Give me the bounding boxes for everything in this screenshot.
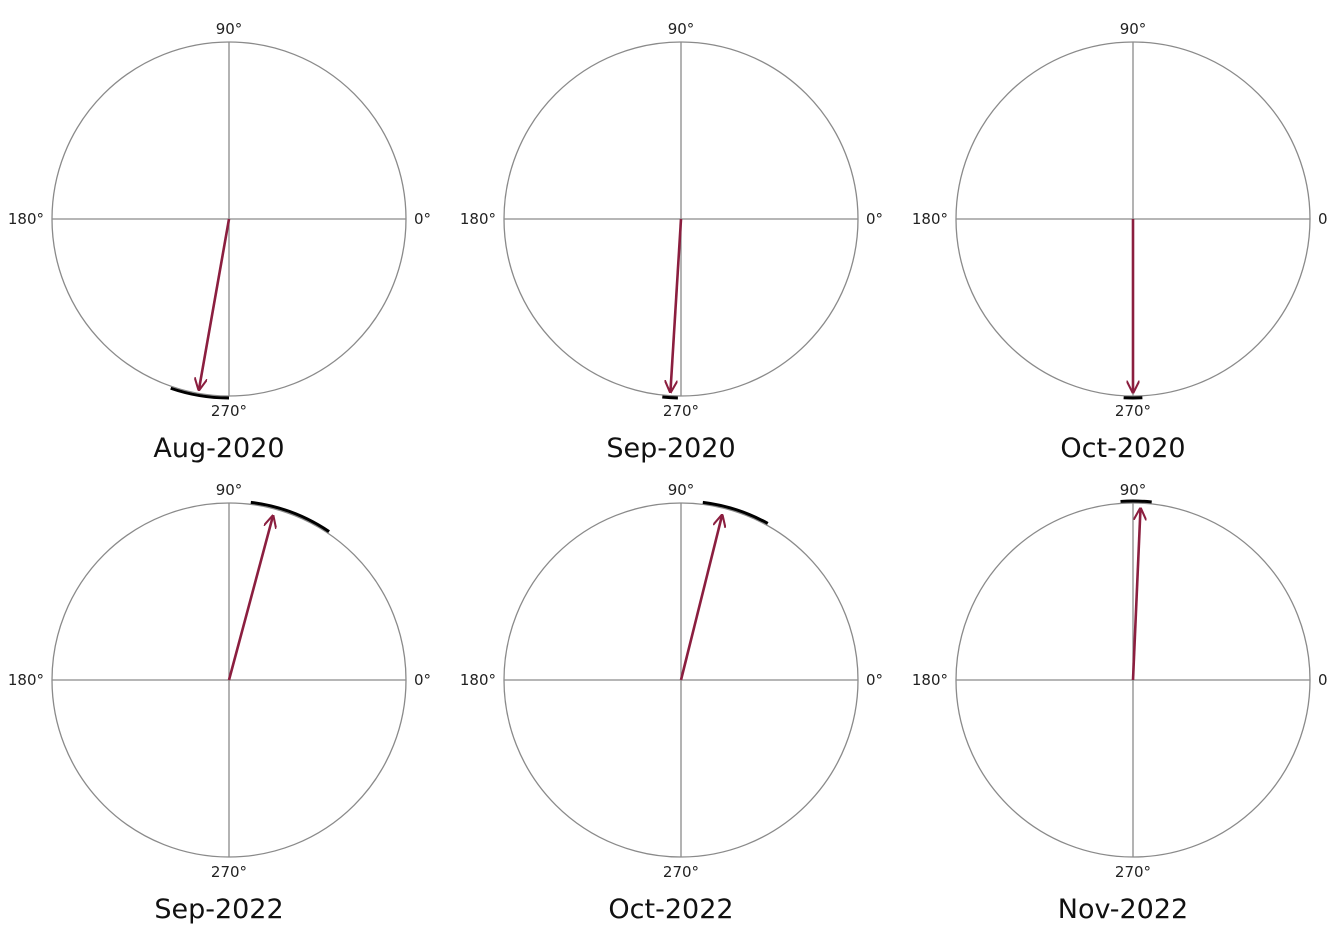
angle-label-90: 90° bbox=[1120, 481, 1147, 499]
confidence-arc bbox=[662, 395, 678, 400]
angle-label-270: 270° bbox=[1115, 863, 1151, 881]
angle-label-0: 0° bbox=[414, 671, 431, 689]
chart-title: Nov-2022 bbox=[1058, 894, 1188, 925]
mean-direction-arrow bbox=[679, 515, 722, 681]
angle-label-180: 180° bbox=[912, 671, 948, 689]
angle-label-270: 270° bbox=[211, 402, 247, 420]
confidence-arc bbox=[170, 386, 230, 400]
circular-chart-6: 0° 90° 180° 270° Nov-2022 bbox=[912, 481, 1329, 925]
angle-label-90: 90° bbox=[1120, 20, 1147, 38]
angle-label-0: 0° bbox=[1318, 671, 1329, 689]
angle-label-90: 90° bbox=[668, 481, 695, 499]
angle-label-180: 180° bbox=[912, 210, 948, 228]
angle-label-180: 180° bbox=[460, 210, 496, 228]
mean-direction-arrow bbox=[670, 218, 683, 392]
angle-label-180: 180° bbox=[8, 210, 44, 228]
angle-label-270: 270° bbox=[1115, 402, 1151, 420]
angle-label-270: 270° bbox=[663, 402, 699, 420]
angle-label-0: 0° bbox=[1318, 210, 1329, 228]
chart-title: Sep-2020 bbox=[606, 433, 735, 464]
angle-label-180: 180° bbox=[460, 671, 496, 689]
circular-chart-4: 0° 90° 180° 270° Sep-2022 bbox=[8, 481, 431, 925]
angle-label-180: 180° bbox=[8, 671, 44, 689]
chart-title: Aug-2020 bbox=[153, 433, 284, 464]
mean-direction-arrow bbox=[1131, 509, 1140, 681]
chart-title: Oct-2022 bbox=[608, 894, 733, 925]
circular-chart-5: 0° 90° 180° 270° Oct-2022 bbox=[460, 481, 883, 925]
angle-label-0: 0° bbox=[866, 671, 883, 689]
angle-label-270: 270° bbox=[663, 863, 699, 881]
chart-title: Sep-2022 bbox=[154, 894, 283, 925]
angle-label-90: 90° bbox=[668, 20, 695, 38]
chart-title: Oct-2020 bbox=[1060, 433, 1185, 464]
mean-direction-arrow bbox=[199, 218, 231, 390]
confidence-arc bbox=[250, 500, 330, 533]
confidence-arc bbox=[702, 500, 769, 525]
angle-label-0: 0° bbox=[866, 210, 883, 228]
angle-label-90: 90° bbox=[216, 20, 243, 38]
mean-direction-arrow bbox=[227, 516, 273, 681]
circular-chart-3: 0° 90° 180° 270° Oct-2020 bbox=[912, 20, 1329, 464]
confidence-arc bbox=[1120, 499, 1152, 504]
angle-label-90: 90° bbox=[216, 481, 243, 499]
circular-chart-1: 0° 90° 180° 270° Aug-2020 bbox=[8, 20, 431, 464]
angle-label-270: 270° bbox=[211, 863, 247, 881]
circular-chart-2: 0° 90° 180° 270° Sep-2020 bbox=[460, 20, 883, 464]
angle-label-0: 0° bbox=[414, 210, 431, 228]
